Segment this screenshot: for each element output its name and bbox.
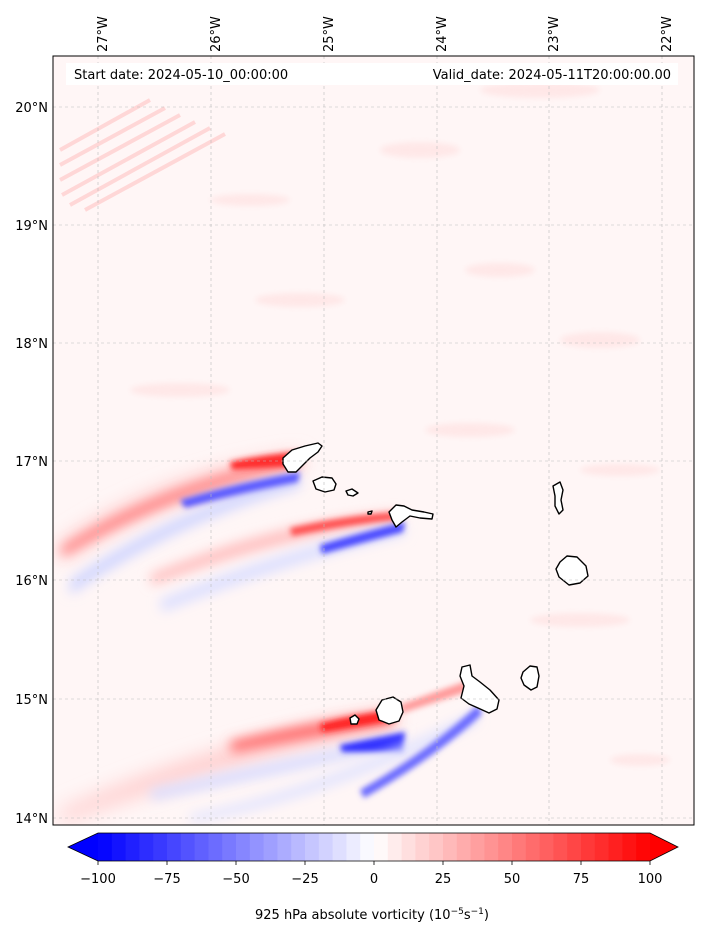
colorbar-segment (180, 833, 196, 861)
colorbar-segment (429, 833, 444, 861)
vorticity-field: Start date: 2024-05-10_00:00:00 Valid_da… (53, 56, 694, 825)
coastlines (282, 442, 589, 725)
lon-tick-22w: 22°W (660, 16, 675, 52)
colorbar-segment (167, 833, 182, 861)
colorbar-segment (401, 833, 416, 861)
map-frame (52, 55, 695, 826)
island-sal (552, 481, 564, 515)
lon-tick-27w: 27°W (96, 16, 111, 52)
lat-tick-19n: 19°N (15, 219, 48, 234)
colorbar-segment (208, 833, 223, 861)
lat-tick-20n: 20°N (15, 101, 48, 116)
longitude-tick-labels: 27°W 26°W 25°W 24°W 23°W 22°W (96, 16, 675, 52)
latitude-tick-labels: 20°N 19°N 18°N 17°N 16°N 15°N 14°N (15, 101, 48, 827)
colorbar-segment (553, 833, 568, 861)
colorbar-segment (498, 833, 513, 861)
colorbar-segment (277, 833, 292, 861)
island-sao-vicente (312, 476, 337, 493)
wake-south (60, 680, 482, 822)
island-santiago (459, 664, 500, 714)
colorbar-segment (236, 833, 251, 861)
colorbar-ticks: −100 −75 −50 −25 0 25 50 75 100 (80, 861, 662, 887)
colorbar-segment (415, 833, 430, 861)
colorbar-segment (249, 833, 265, 861)
lat-tick-18n: 18°N (15, 337, 48, 352)
colorbar-segment (222, 833, 237, 861)
colorbar-segment (291, 833, 306, 861)
wake-middle (150, 512, 405, 612)
colorbar-segment (153, 833, 168, 861)
colorbar-segment (125, 833, 140, 861)
colorbar-segment (539, 833, 554, 861)
colorbar-segment (360, 833, 375, 861)
colorbar-segment (470, 833, 485, 861)
colorbar-segment (332, 833, 347, 861)
colorbar-segment (512, 833, 527, 861)
island-santo-antao (282, 442, 323, 473)
colorbar-tick-label: 50 (504, 872, 521, 887)
colorbar-segment (636, 833, 651, 861)
colorbar-segment (139, 833, 154, 861)
colorbar-label: 925 hPa absolute vorticity (10−5s−1) (255, 907, 489, 923)
colorbar-segment (387, 833, 403, 861)
colorbar-tick-label: −75 (153, 872, 180, 887)
colorbar-segment (622, 833, 637, 861)
colorbar-segment (98, 833, 113, 861)
colorbar-extend-max (650, 833, 678, 861)
colorbar-segment (525, 833, 541, 861)
colorbar-segment (194, 833, 209, 861)
colorbar-segment (567, 833, 582, 861)
lat-tick-15n: 15°N (15, 693, 48, 708)
lat-tick-16n: 16°N (15, 574, 48, 589)
start-date-text: Start date: 2024-05-10_00:00:00 (74, 68, 288, 83)
colorbar-tick-label: −50 (222, 872, 249, 887)
island-brava (349, 714, 360, 725)
colorbar-tick-label: 75 (573, 872, 590, 887)
island-sao-nicolau (388, 504, 434, 528)
colorbar-tick-label: −100 (80, 872, 116, 887)
colorbar-tick-label: 100 (638, 872, 663, 887)
colorbar (67, 832, 679, 862)
colorbar-segment (608, 833, 623, 861)
colorbar-segment (263, 833, 278, 861)
colorbar-tick-label: −25 (291, 872, 318, 887)
date-header-box (66, 63, 678, 85)
lat-tick-17n: 17°N (15, 455, 48, 470)
colorbar-segment (346, 833, 361, 861)
colorbar-extend-min (68, 833, 98, 861)
map-gridlines (53, 56, 694, 825)
lon-tick-25w: 25°W (322, 16, 337, 52)
island-maio (520, 665, 540, 691)
lat-tick-14n: 14°N (15, 812, 48, 827)
lon-tick-24w: 24°W (435, 16, 450, 52)
colorbar-segment (594, 833, 610, 861)
island-santa-luzia (345, 488, 359, 497)
island-small (367, 510, 373, 515)
background-noise (130, 82, 670, 766)
wave-stripes (59, 98, 226, 212)
colorbar-tick-label: 0 (370, 872, 378, 887)
lon-tick-26w: 26°W (209, 16, 224, 52)
colorbar-segment (484, 833, 499, 861)
colorbar-segment (111, 833, 127, 861)
colorbar-segment (456, 833, 472, 861)
field-background (53, 56, 694, 825)
colorbar-tick-label: 25 (435, 872, 452, 887)
colorbar-segment (318, 833, 334, 861)
colorbar-segment (581, 833, 596, 861)
colorbar-segment (443, 833, 458, 861)
island-boa-vista (555, 555, 589, 586)
lon-tick-23w: 23°W (547, 16, 562, 52)
valid-date-text: Valid_date: 2024-05-11T20:00:00.00 (433, 68, 671, 83)
colorbar-segment (305, 833, 320, 861)
colorbar-segment (374, 833, 389, 861)
